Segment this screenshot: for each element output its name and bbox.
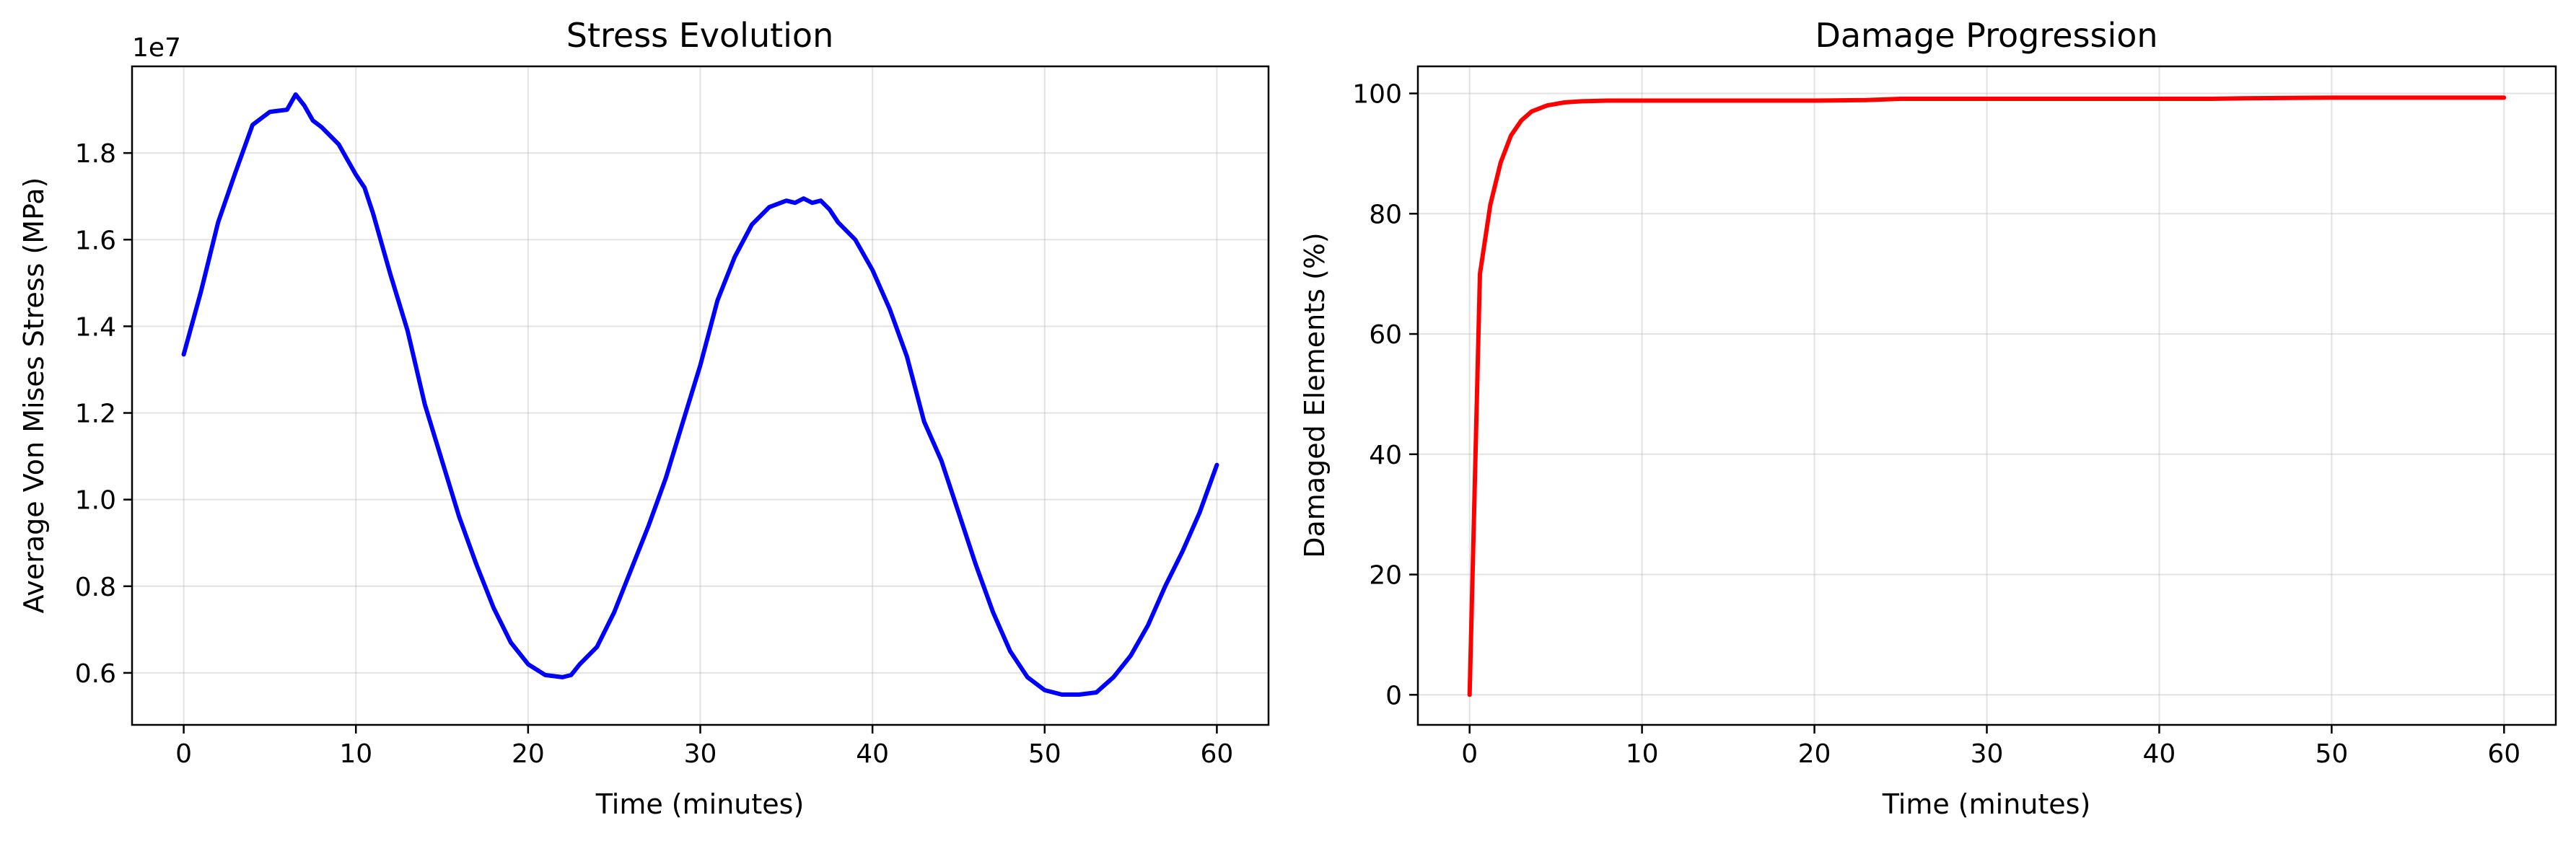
y-tick-label: 0	[1385, 681, 1402, 710]
x-tick-label: 0	[175, 739, 192, 769]
y-tick-label: 60	[1369, 320, 1402, 350]
x-tick-label: 20	[512, 739, 545, 769]
x-tick-label: 50	[1028, 739, 1061, 769]
y-tick-label: 0.6	[75, 659, 116, 689]
y-tick-label: 1.8	[75, 139, 116, 169]
y-tick-label: 20	[1369, 561, 1402, 591]
series-line	[181, 92, 1219, 697]
plot-frame	[131, 65, 1270, 726]
y-tick-label: 100	[1352, 80, 1402, 110]
y-tick-label: 1.0	[75, 486, 116, 516]
stress-evolution-chart: Stress Evolution 1e7 0 10 20 30 40 50 60 0.6 0.8…	[18, 16, 1270, 820]
x-tick-label: 40	[2143, 739, 2176, 769]
gridlines	[1418, 66, 2556, 725]
y-tick-label: 80	[1369, 200, 1402, 229]
x-axis-label: Time (minutes)	[1882, 788, 2091, 820]
series-lines	[181, 92, 1219, 697]
y-tick-label: 1.6	[75, 226, 116, 255]
x-tick-label: 10	[1626, 739, 1659, 769]
x-tick-label: 20	[1798, 739, 1831, 769]
tick-marks	[1409, 92, 2505, 734]
y-axis-label: Average Von Mises Stress (MPa)	[18, 177, 50, 614]
chart-title: Damage Progression	[1815, 16, 2157, 55]
series-line	[1467, 95, 2507, 697]
y-axis-label: Damaged Elements (%)	[1299, 232, 1331, 558]
y-offset-label: 1e7	[132, 33, 181, 63]
x-tick-label: 10	[339, 739, 372, 769]
chart-title: Stress Evolution	[566, 16, 833, 55]
y-tick-label: 1.2	[75, 400, 116, 429]
y-tick-label: 40	[1369, 441, 1402, 470]
plot-frame	[1416, 65, 2557, 726]
x-tick-label: 60	[1201, 739, 1234, 769]
x-axis-label: Time (minutes)	[595, 788, 805, 820]
tick-marks	[123, 151, 1218, 734]
x-tick-label: 60	[2487, 739, 2520, 769]
x-tick-label: 30	[1971, 739, 2004, 769]
y-tick-label: 0.8	[75, 573, 116, 602]
series-lines	[1467, 95, 2507, 697]
x-tick-label: 40	[856, 739, 889, 769]
x-tick-label: 30	[684, 739, 717, 769]
y-tick-label: 1.4	[75, 312, 116, 342]
tick-labels: 0 10 20 30 40 50 60 0.6 0.8 1.0 1.2 1.4 1.6 1.8	[75, 139, 1234, 769]
x-tick-label: 50	[2315, 739, 2348, 769]
x-tick-label: 0	[1461, 739, 1478, 769]
tick-labels: 0 10 20 30 40 50 60 0 20 40 60 80 100	[1352, 80, 2520, 769]
gridlines	[132, 66, 1269, 725]
damage-progression-chart: Damage Progression 0 10 20 30 40 50 60 0 20 40 60 8…	[1299, 16, 2557, 820]
